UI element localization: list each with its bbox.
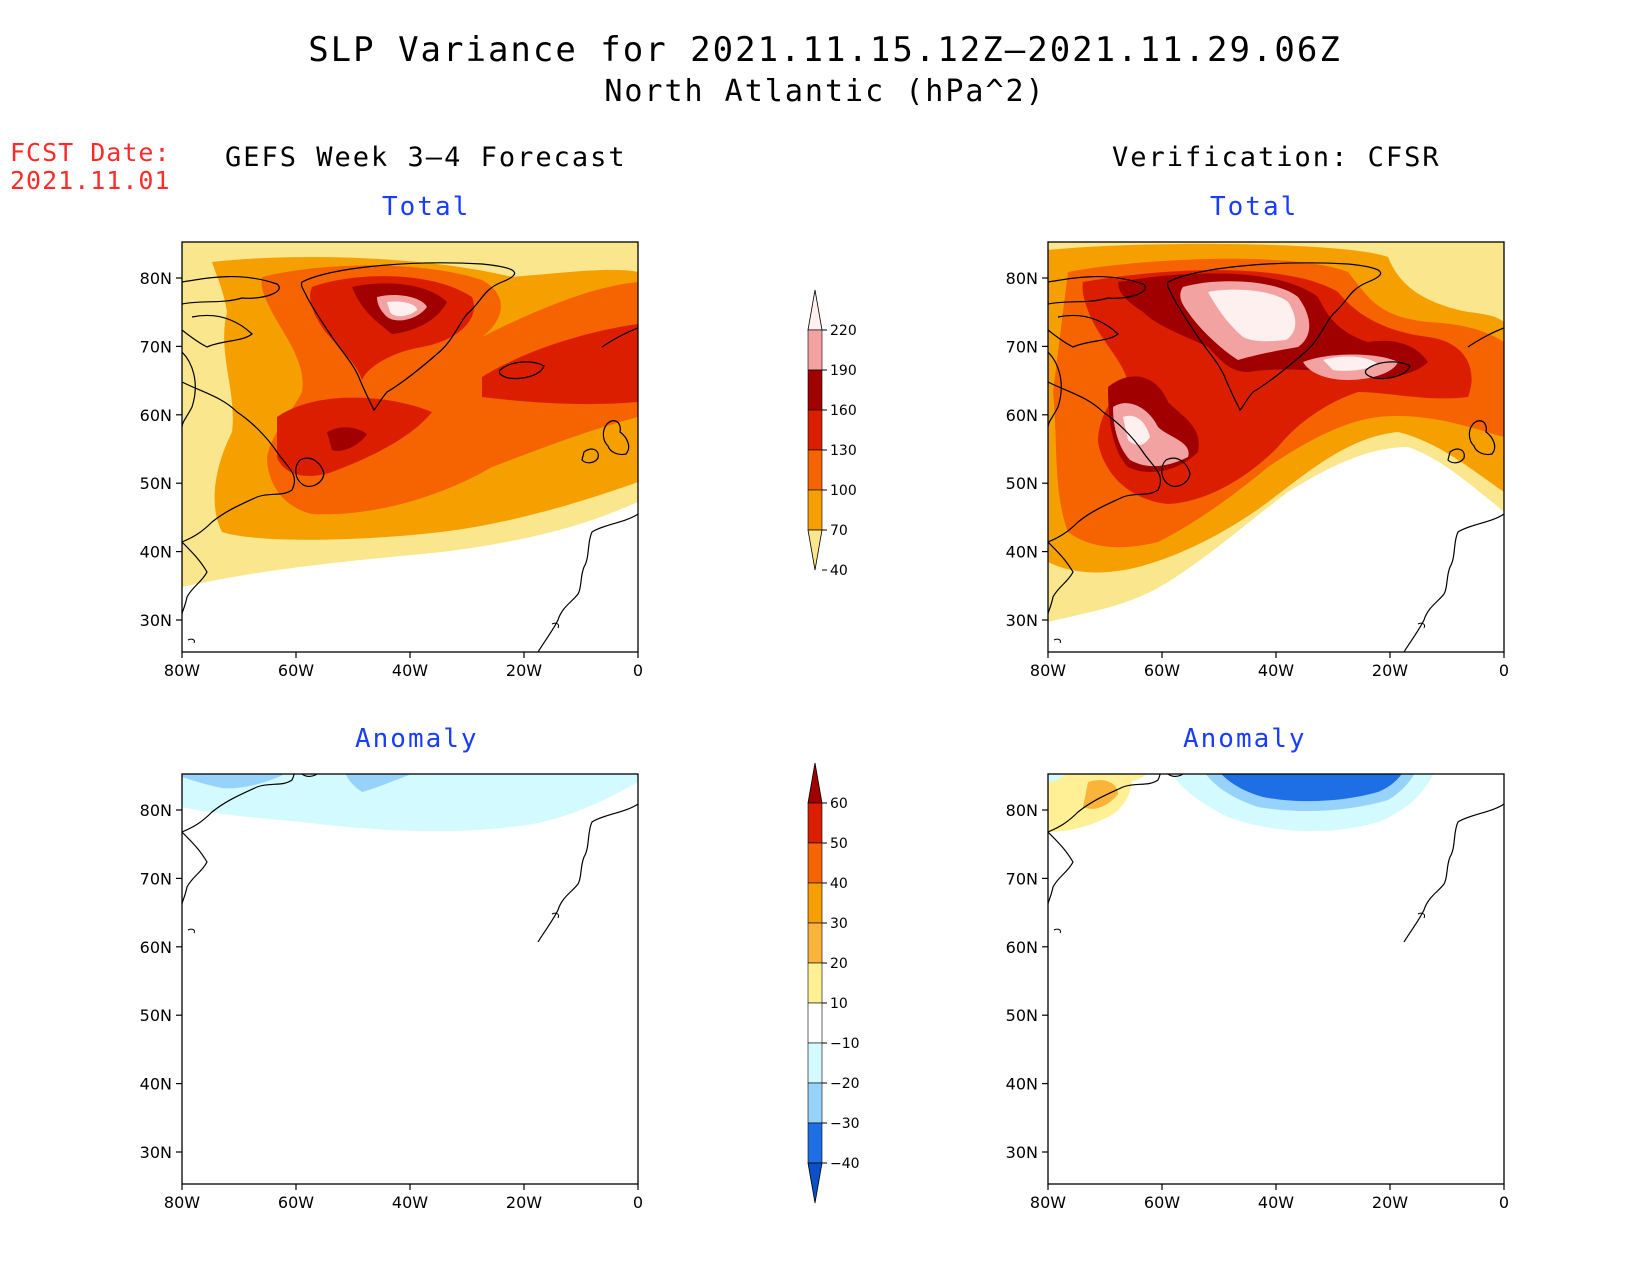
right-column-title: Verification: CFSR: [1112, 142, 1441, 173]
lat-tick-label: 40N: [1006, 1075, 1038, 1094]
colorbar-level-label: 220: [830, 323, 857, 339]
colorbar-swatch: [807, 329, 823, 371]
colorbar-swatch: [807, 882, 823, 924]
lon-tick-label: 80W: [164, 1193, 200, 1212]
lon-tick-label: 60W: [1144, 1193, 1180, 1212]
lat-tick-label: 80N: [1006, 801, 1038, 820]
lon-tick-label: 20W: [506, 661, 542, 680]
lon-tick-label: 20W: [506, 1193, 542, 1212]
colorbar-swatch: [807, 489, 823, 531]
colorbar-level-label: 40: [830, 876, 848, 892]
left-column-title: GEFS Week 3–4 Forecast: [225, 142, 627, 173]
lat-tick-label: 70N: [140, 337, 172, 356]
colorbar-level-label: 50: [830, 836, 848, 852]
lat-tick-label: 80N: [140, 801, 172, 820]
lat-tick-label: 50N: [1006, 474, 1038, 493]
colorbar-level-label: −20: [830, 1076, 860, 1092]
lat-tick-label: 70N: [1006, 869, 1038, 888]
lat-tick-label: 30N: [1006, 611, 1038, 630]
colorbar-top-triangle: [807, 289, 823, 331]
lat-tick-label: 50N: [140, 474, 172, 493]
colorbar-level-label: −10: [830, 1036, 860, 1052]
lon-tick-label: 80W: [1030, 1193, 1066, 1212]
colorbar-level-label: 160: [830, 403, 857, 419]
lon-tick-label: 80W: [164, 661, 200, 680]
panel-title-forecast-anomaly: Anomaly: [355, 724, 479, 754]
lat-tick-label: 50N: [140, 1006, 172, 1025]
lon-tick-label: 20W: [1372, 661, 1408, 680]
lat-tick-label: 80N: [1006, 269, 1038, 288]
colorbar-swatch: [807, 1082, 823, 1124]
lon-tick-label: 80W: [1030, 661, 1066, 680]
colorbar-level-label: 130: [830, 443, 857, 459]
lon-tick-label: 60W: [1144, 661, 1180, 680]
colorbar-level-label: 190: [830, 363, 857, 379]
lat-tick-label: 40N: [140, 543, 172, 562]
lon-tick-label: 40W: [392, 661, 428, 680]
colorbar-level-label: 20: [830, 956, 848, 972]
lon-tick-label: 0: [1499, 1193, 1509, 1212]
colorbar-level-label: −40: [830, 1156, 860, 1172]
map-verification-anomaly: [1048, 774, 1504, 1184]
panel-title-verification-total: Total: [1210, 192, 1299, 222]
lat-tick-label: 30N: [140, 1143, 172, 1162]
lat-tick-label: 80N: [140, 269, 172, 288]
lat-tick-label: 50N: [1006, 1006, 1038, 1025]
lon-tick-label: 0: [633, 661, 643, 680]
lat-tick-label: 40N: [1006, 543, 1038, 562]
lat-tick-label: 60N: [140, 938, 172, 957]
map-verification-total: [1048, 242, 1504, 652]
lat-tick-label: 60N: [1006, 406, 1038, 425]
colorbar-swatch: [807, 449, 823, 491]
colorbar-level-label: 100: [830, 483, 857, 499]
map-forecast-total: [182, 242, 638, 652]
colorbar-swatch: [807, 842, 823, 884]
colorbar-level-label: 40: [830, 563, 848, 579]
main-title: SLP Variance for 2021.11.15.12Z–2021.11.…: [308, 30, 1342, 70]
lon-tick-label: 60W: [278, 661, 314, 680]
lat-tick-label: 60N: [140, 406, 172, 425]
lon-tick-label: 20W: [1372, 1193, 1408, 1212]
lon-tick-label: 60W: [278, 1193, 314, 1212]
main-subtitle: North Atlantic (hPa^2): [604, 74, 1046, 109]
panel-title-verification-anomaly: Anomaly: [1183, 724, 1307, 754]
lon-tick-label: 40W: [1258, 661, 1294, 680]
colorbar-swatch: [807, 962, 823, 1004]
colorbar-bottom-triangle: [807, 529, 823, 571]
colorbar-swatch: [807, 369, 823, 411]
lon-tick-label: 0: [1499, 661, 1509, 680]
lat-tick-label: 70N: [140, 869, 172, 888]
colorbar-top-triangle: [807, 762, 823, 804]
colorbar-swatch: [807, 922, 823, 964]
lat-tick-label: 70N: [1006, 337, 1038, 356]
colorbar-level-label: 70: [830, 523, 848, 539]
fcst-date-label: FCST Date:: [10, 138, 171, 167]
lat-tick-label: 60N: [1006, 938, 1038, 957]
colorbar-swatch: [807, 802, 823, 844]
colorbar-level-label: −30: [830, 1116, 860, 1132]
colorbar-swatch: [807, 409, 823, 451]
axis-labels: 80N 70N 60N 50N 40N 30N 80W 60W 40W 20W 0 80N 70N 60N…: [140, 269, 1509, 1212]
fcst-date-value: 2021.11.01: [10, 166, 171, 195]
map-forecast-anomaly: [182, 774, 638, 1184]
colorbar-swatch: [807, 1042, 823, 1084]
colorbar-swatch: [807, 1122, 823, 1164]
lat-tick-label: 30N: [140, 611, 172, 630]
colorbar-swatch: [807, 1002, 823, 1044]
colorbar-level-label: 10: [830, 996, 848, 1012]
colorbar-level-label: 60: [830, 796, 848, 812]
colorbar-bottom-triangle: [807, 1162, 823, 1204]
colorbar-anomaly: 60 50 40 30 20 10 −10 −20 −30 −40: [807, 762, 860, 1204]
lon-tick-label: 0: [633, 1193, 643, 1212]
colorbar-level-label: 30: [830, 916, 848, 932]
lon-tick-label: 40W: [1258, 1193, 1294, 1212]
colorbar-total: 220 190 160 130 100 70 40: [807, 289, 857, 579]
lon-tick-label: 40W: [392, 1193, 428, 1212]
panel-title-forecast-total: Total: [382, 192, 471, 222]
lat-tick-label: 40N: [140, 1075, 172, 1094]
lat-tick-label: 30N: [1006, 1143, 1038, 1162]
